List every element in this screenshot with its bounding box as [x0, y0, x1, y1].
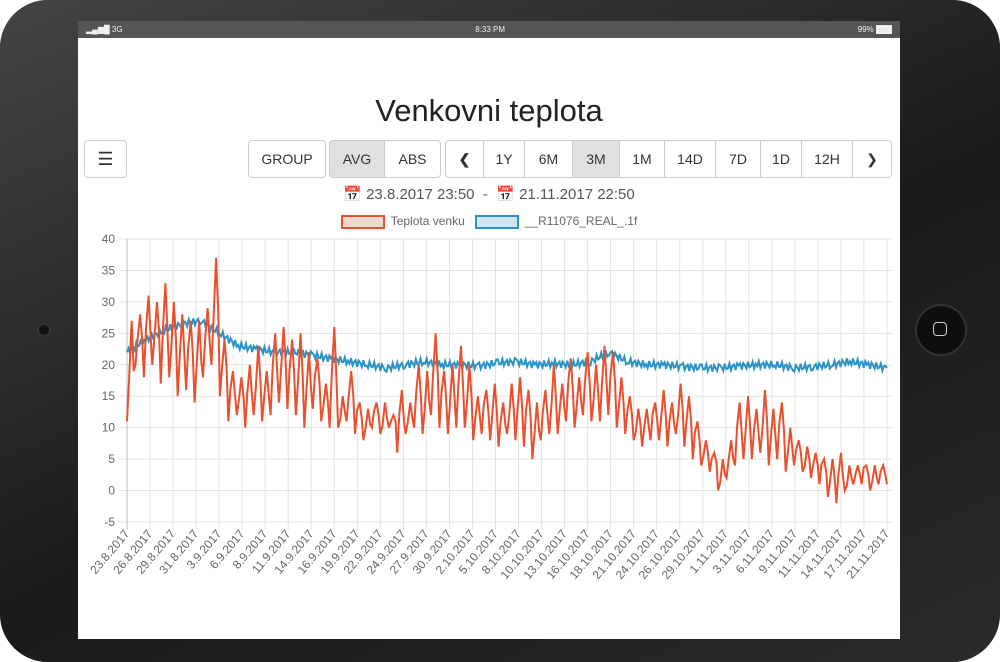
range-1y[interactable]: 1Y: [483, 140, 525, 178]
legend-label: Teplota venku: [390, 214, 465, 228]
battery-indicator: 99%: [857, 24, 892, 35]
line-chart: 4035302520151050-523.8.201726.8.201729.8…: [87, 232, 892, 582]
y-tick-label: 5: [108, 452, 115, 466]
y-tick-label: 20: [102, 358, 116, 372]
range-6m[interactable]: 6M: [524, 140, 573, 178]
status-bar: ▂▄▆█ 3G 8:33 PM 99%: [78, 21, 900, 38]
chevron-left-icon: ❮: [458, 150, 471, 167]
calendar-icon: 📅: [343, 186, 362, 203]
date-separator: -: [482, 186, 488, 203]
menu-button[interactable]: ☰: [84, 140, 127, 178]
date-from[interactable]: 23.8.2017 23:50: [366, 186, 475, 203]
prev-button[interactable]: ❮: [445, 140, 484, 178]
range-3m[interactable]: 3M: [572, 140, 620, 178]
range-14d[interactable]: 14D: [664, 140, 716, 178]
chevron-right-icon: ❯: [866, 150, 878, 167]
range-1d[interactable]: 1D: [760, 140, 802, 178]
legend-item-r11076[interactable]: __R11076_REAL_.1f: [474, 214, 638, 229]
battery-percent: 99%: [857, 24, 874, 34]
legend-label: __R11076_REAL_.1f: [524, 214, 638, 228]
y-tick-label: -5: [104, 515, 115, 529]
series-line-teplota-venku: [126, 257, 888, 504]
y-tick-label: 0: [108, 484, 115, 498]
home-button[interactable]: [917, 306, 965, 354]
date-range: 📅 23.8.2017 23:50 - 📅 21.11.2017 22:50: [78, 185, 900, 203]
clock: 8:33 PM: [475, 25, 506, 34]
legend-swatch: [474, 214, 519, 229]
y-tick-label: 30: [102, 295, 116, 309]
chart-legend: Teplota venku __R11076_REAL_.1f: [78, 214, 900, 229]
page-title: Venkovni teplota: [375, 93, 603, 128]
network-type: 3G: [111, 25, 123, 34]
range-12h[interactable]: 12H: [801, 140, 853, 178]
series-line-r11076: [126, 315, 888, 375]
y-tick-label: 25: [102, 326, 116, 340]
next-button[interactable]: ❯: [852, 140, 892, 178]
screen: ▂▄▆█ 3G 8:33 PM 99% Venkovni teplota ☰ G…: [78, 21, 900, 639]
y-tick-label: 35: [102, 263, 116, 277]
battery-icon: [876, 25, 892, 35]
legend-swatch: [340, 214, 385, 229]
camera: [39, 325, 49, 335]
hamburger-icon: ☰: [97, 148, 114, 169]
abs-button[interactable]: ABS: [384, 140, 441, 178]
calendar-icon: 📅: [496, 186, 515, 203]
range-7d[interactable]: 7D: [715, 140, 761, 178]
date-to[interactable]: 21.11.2017 22:50: [519, 186, 635, 203]
legend-item-teplota[interactable]: Teplota venku: [340, 214, 465, 229]
y-tick-label: 10: [102, 421, 116, 435]
avg-button[interactable]: AVG: [329, 140, 385, 178]
signal-indicator: ▂▄▆█ 3G: [86, 25, 123, 34]
home-icon: [933, 322, 947, 336]
y-tick-label: 40: [102, 232, 116, 246]
y-tick-label: 15: [102, 389, 116, 403]
group-button[interactable]: GROUP: [248, 140, 326, 178]
range-1m[interactable]: 1M: [619, 140, 665, 178]
